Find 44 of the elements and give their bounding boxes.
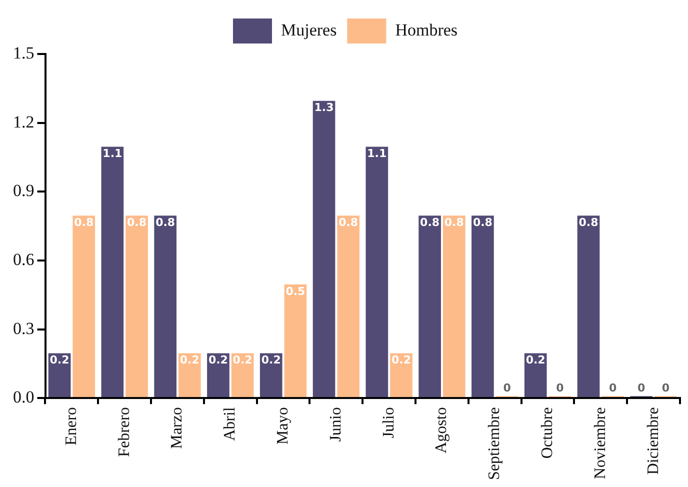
x-tick-label: Septiembre [486, 407, 504, 480]
data-label: 1.3 [314, 101, 334, 114]
data-label: 0 [503, 381, 512, 394]
data-label: 0 [662, 381, 670, 394]
y-tick-label: 0.0 [13, 388, 34, 407]
x-tick-label: Julio [380, 407, 398, 438]
data-label: 0.8 [338, 216, 358, 229]
y-tick-label: 1.2 [13, 112, 34, 132]
y-tick-label: 0.6 [13, 250, 34, 269]
x-tick-label: Diciembre [644, 407, 662, 475]
data-label: 0.8 [127, 216, 147, 229]
data-label: 0.2 [208, 354, 228, 367]
x-tick-label: Agosto [433, 407, 450, 454]
legend-label: Hombres [395, 20, 458, 40]
data-label: 0.2 [50, 354, 70, 367]
data-label: 0.2 [526, 354, 546, 367]
data-label: 0 [638, 381, 646, 394]
x-tick-label: Abril [222, 406, 239, 441]
y-tick-label: 0.9 [13, 181, 34, 200]
x-tick-label: Mayo [274, 407, 292, 444]
data-label: 1.1 [102, 147, 122, 160]
data-label: 0 [608, 381, 617, 394]
data-label: 0.2 [232, 354, 252, 367]
data-label: 0.8 [420, 216, 440, 229]
data-label: 0.2 [180, 354, 200, 367]
data-label: 0.2 [261, 354, 281, 367]
y-tick-label: 1.5 [13, 43, 34, 62]
x-tick-label: Octubre [538, 407, 556, 459]
data-label: 0.8 [472, 216, 492, 229]
data-label: 1.1 [367, 147, 387, 160]
data-label: 0.5 [286, 284, 306, 298]
x-tick-label: Noviembre [592, 407, 609, 480]
x-tick-label: Marzo [168, 407, 186, 449]
data-label: 0.8 [444, 216, 464, 229]
data-label: 0.8 [74, 216, 94, 229]
data-label: 0.8 [156, 216, 176, 229]
data-label: 0 [556, 381, 564, 394]
data-label: 0.2 [391, 354, 411, 367]
x-tick-label: Junio [327, 407, 344, 442]
x-tick-label: Enero [62, 407, 80, 446]
legend-label: Mujeres [280, 20, 337, 40]
x-tick-label: Febrero [116, 407, 133, 457]
y-tick-label: 0.3 [13, 318, 34, 338]
data-label: 0.8 [578, 216, 598, 229]
